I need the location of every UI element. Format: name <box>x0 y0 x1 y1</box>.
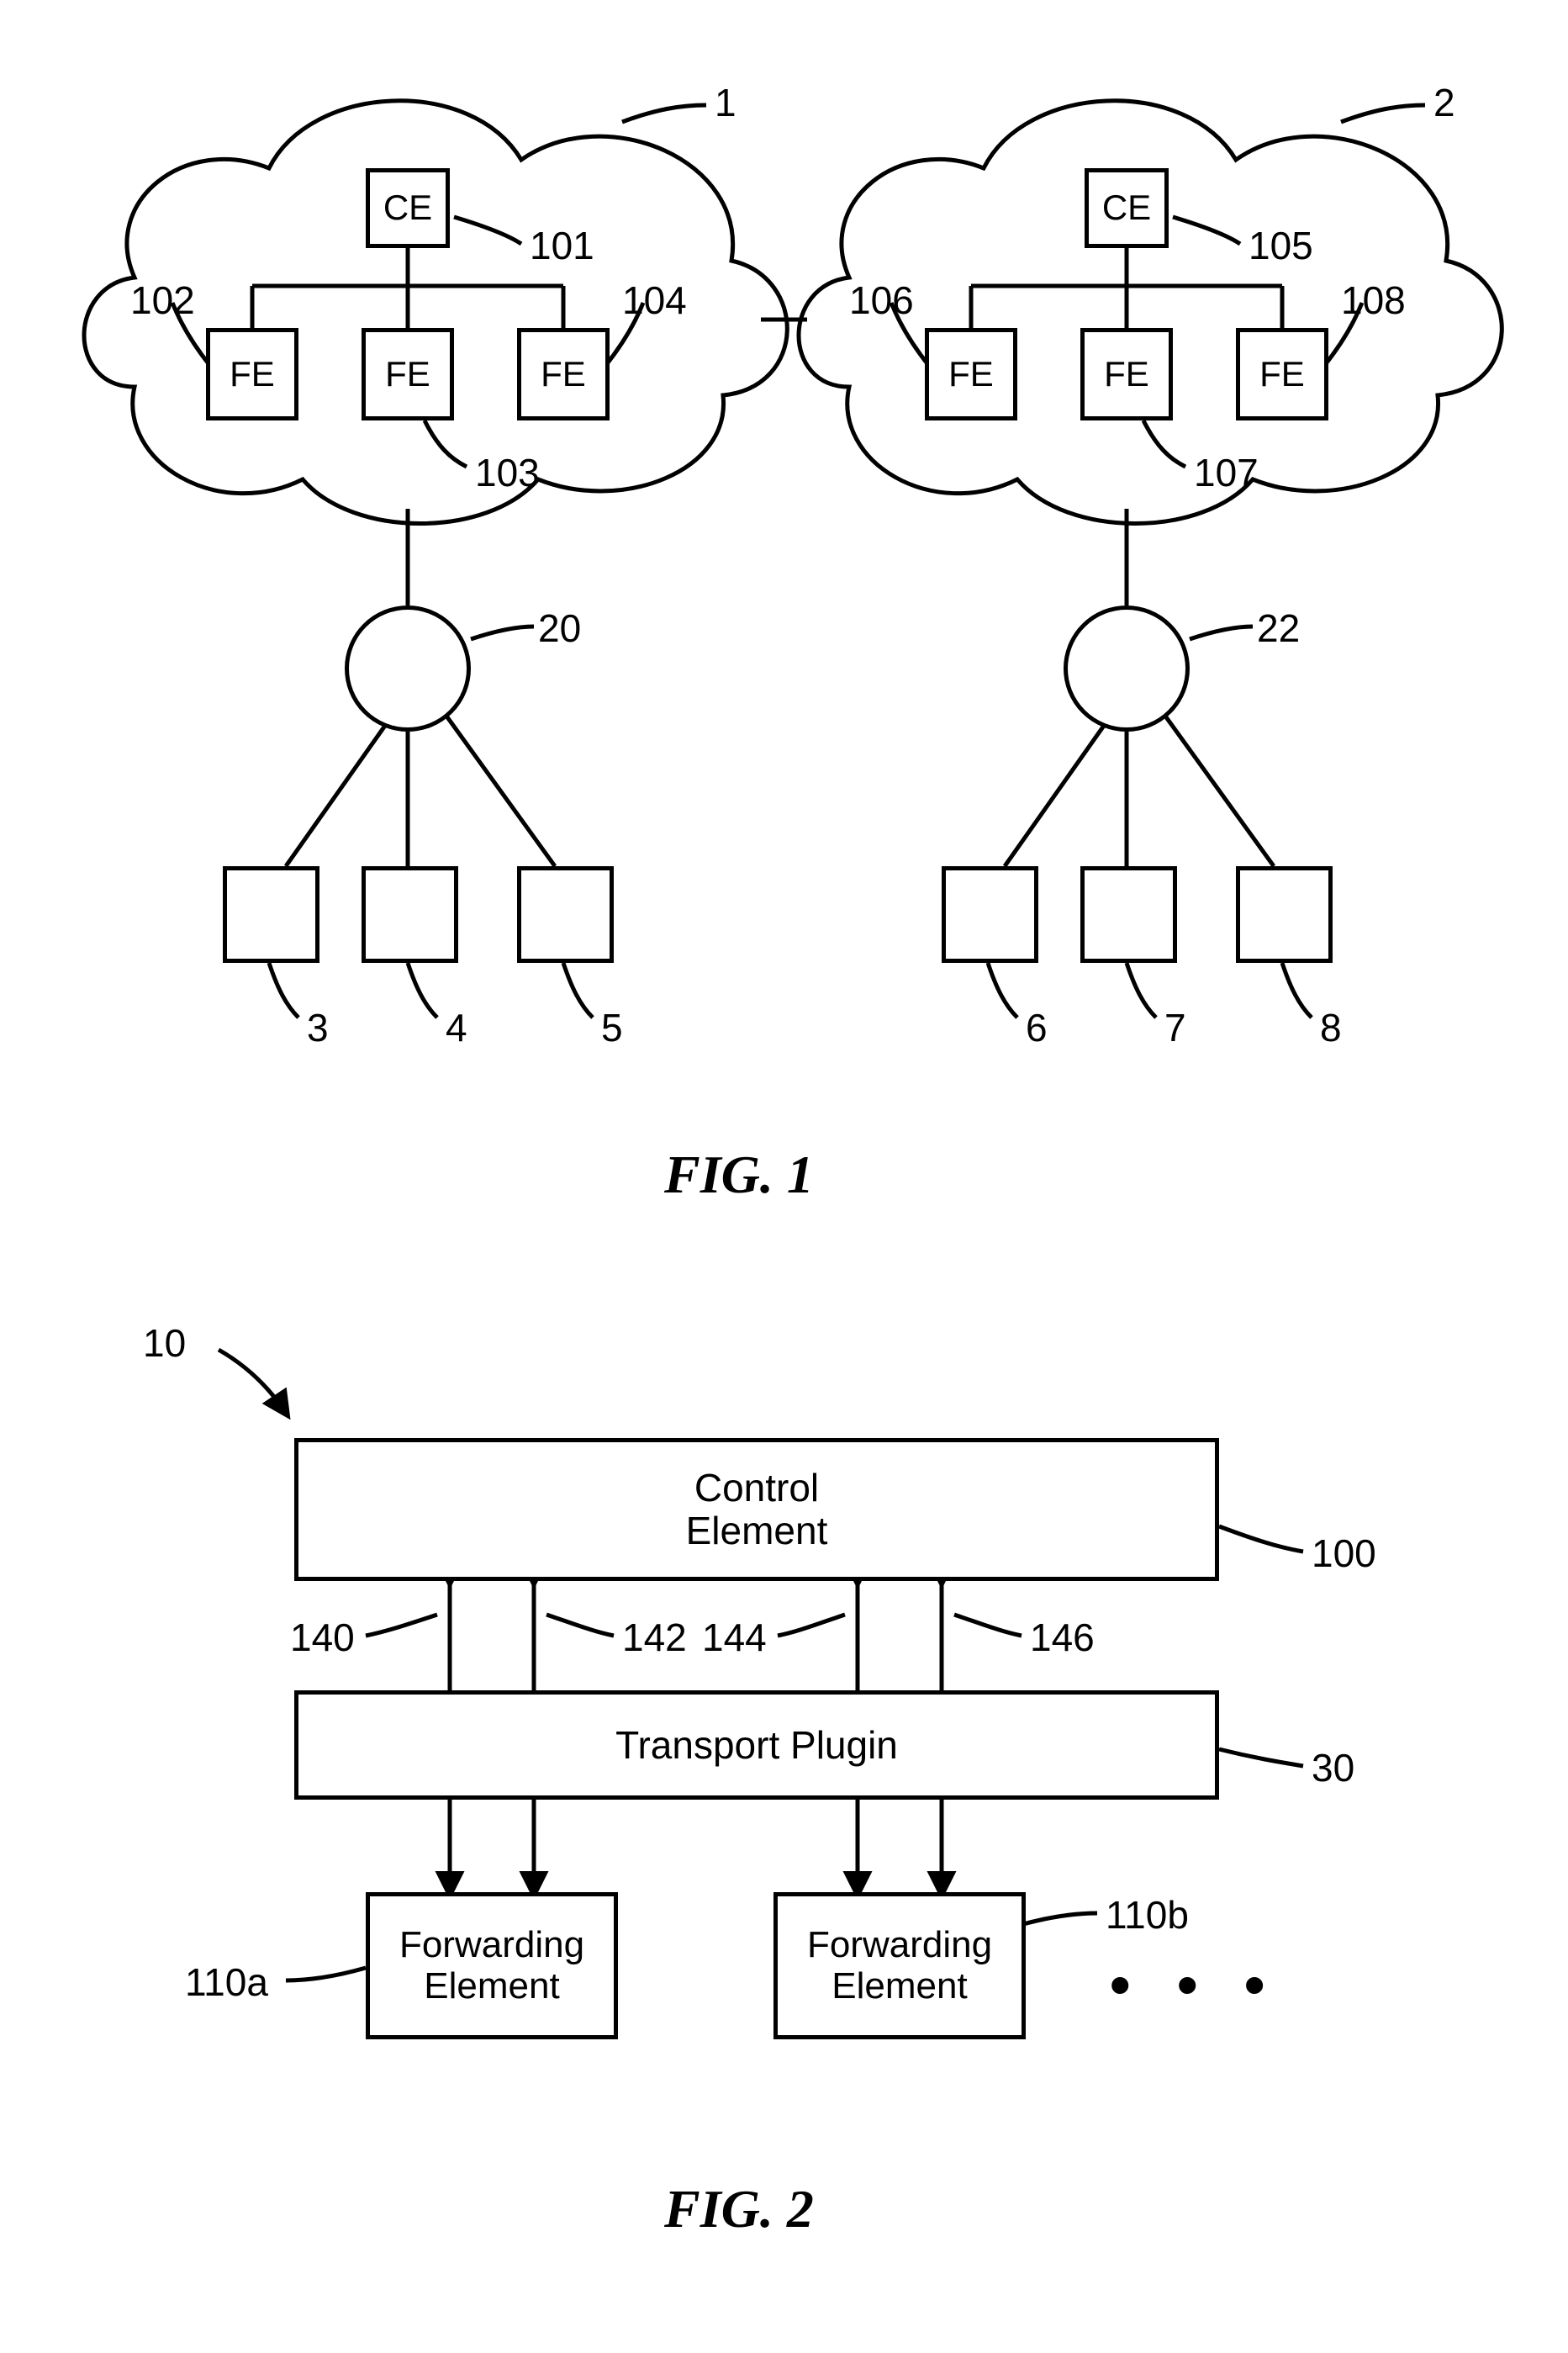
node-fe-103: FE <box>362 328 454 420</box>
ref-110a: 110a <box>185 1959 268 2005</box>
node-ce-1: CE <box>366 168 450 248</box>
ref-cloud-2: 2 <box>1433 80 1455 125</box>
forwarding-element-a: Forwarding Element <box>366 1892 618 2039</box>
leaf-8 <box>1236 866 1333 963</box>
ref-3: 3 <box>307 1005 329 1050</box>
forwarding-element-b: Forwarding Element <box>773 1892 1026 2039</box>
hub-22 <box>1064 605 1190 732</box>
hub-20 <box>345 605 471 732</box>
node-fe-108: FE <box>1236 328 1328 420</box>
ref-6: 6 <box>1026 1005 1048 1050</box>
leaf-4 <box>362 866 458 963</box>
leaf-3 <box>223 866 319 963</box>
ref-146: 146 <box>1030 1615 1095 1660</box>
leaf-7 <box>1080 866 1177 963</box>
ref-30: 30 <box>1312 1745 1354 1790</box>
ref-102: 102 <box>130 278 195 323</box>
node-fe-102: FE <box>206 328 298 420</box>
ref-107: 107 <box>1194 450 1259 495</box>
ref-142: 142 <box>622 1615 687 1660</box>
node-fe-107: FE <box>1080 328 1173 420</box>
control-element-box: Control Element <box>294 1438 1219 1581</box>
ref-108: 108 <box>1341 278 1406 323</box>
ref-103: 103 <box>475 450 540 495</box>
fig2-caption: FIG. 2 <box>664 2178 814 2240</box>
ref-10: 10 <box>143 1320 186 1366</box>
ref-7: 7 <box>1164 1005 1186 1050</box>
ref-20: 20 <box>538 605 581 651</box>
ref-104: 104 <box>622 278 687 323</box>
node-fe-106: FE <box>925 328 1017 420</box>
leaf-6 <box>942 866 1038 963</box>
ref-4: 4 <box>446 1005 467 1050</box>
node-ce-2: CE <box>1085 168 1169 248</box>
ref-cloud-1: 1 <box>715 80 736 125</box>
figure-1: 1 2 CE 101 FE 102 FE 103 FE 104 CE 105 F… <box>34 34 1534 1253</box>
ref-144: 144 <box>702 1615 767 1660</box>
node-fe-104: FE <box>517 328 610 420</box>
ref-140: 140 <box>290 1615 355 1660</box>
fig1-svg <box>34 34 1534 1253</box>
ref-8: 8 <box>1320 1005 1342 1050</box>
ref-106: 106 <box>849 278 914 323</box>
ellipsis-icon: • • • <box>1110 1951 1280 2018</box>
page: 1 2 CE 101 FE 102 FE 103 FE 104 CE 105 F… <box>34 34 1534 2313</box>
fig1-caption: FIG. 1 <box>664 1144 814 1206</box>
ref-100: 100 <box>1312 1531 1376 1576</box>
ref-110b: 110b <box>1106 1892 1189 1938</box>
figure-2: 10 Control Element 100 140 142 144 146 T… <box>34 1303 1534 2313</box>
ref-22: 22 <box>1257 605 1300 651</box>
leaf-5 <box>517 866 614 963</box>
ref-105: 105 <box>1249 223 1313 268</box>
ref-101: 101 <box>530 223 594 268</box>
ref-5: 5 <box>601 1005 623 1050</box>
transport-plugin-box: Transport Plugin <box>294 1690 1219 1800</box>
